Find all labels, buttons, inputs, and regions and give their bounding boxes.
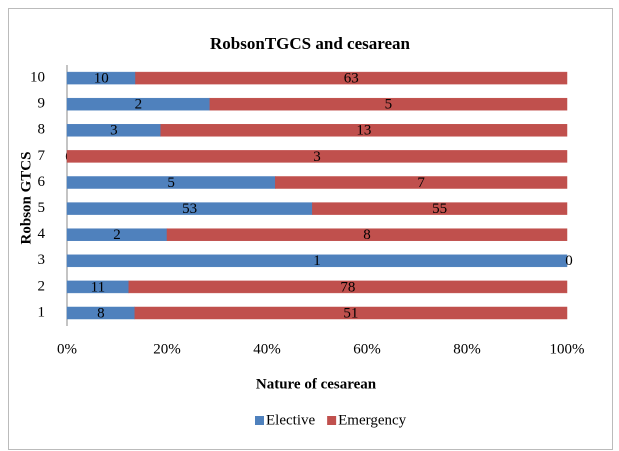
bar-segment (166, 228, 568, 241)
data-label: 3 (110, 123, 118, 139)
data-label: 63 (344, 71, 359, 87)
bar-segment (275, 176, 568, 189)
data-label: 7 (417, 175, 425, 191)
y-tick-label: 6 (38, 174, 46, 190)
data-label: 8 (97, 305, 105, 321)
bar-segment (312, 202, 568, 215)
data-label: 53 (182, 201, 197, 217)
chart-title: RobsonTGCS and cesarean (210, 34, 410, 53)
data-label: 11 (91, 279, 105, 295)
bar-segment (135, 71, 568, 85)
bar-segment (134, 306, 568, 320)
data-label: 2 (135, 97, 143, 113)
y-tick-label: 8 (38, 122, 46, 138)
y-tick-label: 4 (38, 226, 46, 242)
data-label: 10 (94, 71, 109, 87)
legend-label: Emergency (338, 412, 407, 428)
y-tick-label: 5 (38, 200, 46, 216)
data-label: 2 (113, 227, 121, 243)
bar-segment (209, 97, 568, 111)
x-axis-label: Nature of cesarean (256, 376, 377, 392)
bar-segment (66, 254, 568, 268)
y-tick-label: 10 (30, 70, 45, 86)
x-tick-label: 80% (453, 341, 481, 357)
data-label: 78 (340, 279, 355, 295)
data-label: 5 (167, 175, 175, 191)
y-axis-label: Robson GTCS (18, 152, 34, 245)
bar-segment (128, 280, 568, 294)
y-tick-label: 1 (38, 304, 46, 320)
legend-label: Elective (266, 412, 315, 428)
data-label: 1 (313, 253, 321, 269)
x-tick-label: 0% (57, 341, 77, 357)
bar-segment (160, 124, 568, 137)
bar-segment (66, 150, 568, 163)
data-label: 8 (363, 227, 371, 243)
data-label: 51 (343, 305, 358, 321)
data-label: 0 (565, 253, 573, 269)
data-label: 5 (385, 97, 393, 113)
y-tick-label: 2 (38, 278, 46, 294)
x-tick-label: 60% (353, 341, 381, 357)
data-label: 55 (432, 201, 447, 217)
data-label: 13 (356, 123, 371, 139)
legend-swatch (255, 416, 264, 425)
data-label: 3 (313, 149, 321, 165)
y-tick-label: 9 (38, 96, 46, 112)
x-tick-label: 20% (153, 341, 181, 357)
y-tick-label: 7 (38, 148, 46, 164)
x-tick-label: 40% (253, 341, 281, 357)
x-tick-label: 100% (550, 341, 585, 357)
y-tick-label: 3 (38, 252, 46, 268)
legend-swatch (327, 416, 337, 425)
